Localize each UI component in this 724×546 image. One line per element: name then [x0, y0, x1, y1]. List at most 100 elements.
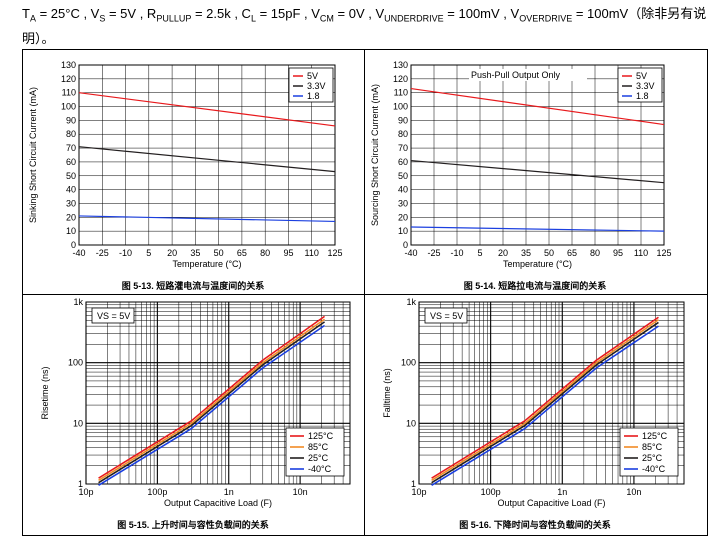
y-tick-label: 10: [66, 226, 76, 236]
legend-label: 125°C: [308, 431, 334, 441]
y-tick-label: 1k: [73, 297, 83, 307]
x-axis-label: Output Capacitive Load (F): [497, 498, 605, 508]
y-tick-label: 100: [393, 102, 408, 112]
header-text: = 25°C , V: [35, 6, 100, 21]
x-tick-label: -10: [119, 248, 132, 258]
legend-label: 85°C: [642, 442, 663, 452]
y-tick-label: 30: [398, 198, 408, 208]
series-line-3.3V: [410, 159, 665, 184]
plot-frame: [78, 64, 336, 246]
series-line-5V: [410, 87, 665, 126]
series-line-125°C: [431, 316, 659, 479]
y-tick-label: 130: [61, 60, 76, 70]
y-tick-label: 130: [393, 60, 408, 70]
y-tick-label: 60: [66, 157, 76, 167]
plot-frame: [85, 301, 351, 485]
x-tick-label: 65: [237, 248, 247, 258]
y-tick-label: 20: [66, 212, 76, 222]
risetime-chart: 10p 100p 1n 10n 1 10 100 1k Output Capacitive Lo…: [40, 297, 351, 508]
x-tick-label: 5: [146, 248, 151, 258]
figure-caption: 图 5-13. 短路灌电流与温度间的关系: [121, 281, 265, 291]
y-tick-label: 60: [398, 157, 408, 167]
conditions-header: TA = 25°C , VS = 5V , RPULLUP = 2.5k , C…: [22, 4, 712, 48]
series-line-1.8: [410, 226, 665, 232]
y-tick-label: 110: [394, 88, 408, 98]
header-text: = 100mV（除非另有说明）。: [22, 6, 707, 46]
y-tick-label: 0: [403, 240, 408, 250]
legend-label: 5V: [307, 71, 318, 81]
y-tick-label: 50: [66, 171, 76, 181]
y-tick-label: 80: [66, 129, 76, 139]
chart-annotation: VS = 5V: [97, 311, 130, 321]
x-tick-label: 95: [613, 248, 623, 258]
header-sub: UNDERDRIVE: [384, 13, 444, 24]
figure-grid: [22, 49, 708, 536]
y-tick-label: 1: [78, 479, 83, 489]
y-tick-label: 0: [71, 240, 76, 250]
header-sub: A: [29, 13, 36, 24]
y-tick-label: 90: [66, 115, 76, 125]
legend-label: 1.8: [636, 91, 649, 101]
x-tick-label: 95: [283, 248, 293, 258]
x-tick-label: 35: [521, 248, 531, 258]
y-tick-label: 40: [398, 185, 408, 195]
y-axis-label: Falltime (ns): [382, 368, 392, 418]
figure-caption: 图 5-15. 上升时间与容性负载间的关系: [117, 520, 269, 530]
figure-caption: 图 5-14. 短路拉电流与温度间的关系: [463, 281, 607, 291]
y-tick-label: 10: [73, 418, 83, 428]
y-tick-label: 120: [61, 74, 76, 84]
header-text: = 5V , R: [105, 6, 157, 21]
x-tick-label: 100p: [481, 487, 501, 497]
series-line--40°C: [431, 325, 659, 487]
annotation-box: [424, 307, 468, 324]
legend-label: 3.3V: [636, 81, 655, 91]
x-tick-label: 110: [305, 248, 319, 258]
plot-frame: [418, 301, 685, 485]
series-line-85°C: [431, 319, 659, 482]
y-tick-label: 110: [62, 88, 76, 98]
legend-label: 1.8: [307, 91, 320, 101]
grid-divider: [23, 294, 707, 295]
series-line--40°C: [98, 324, 326, 487]
y-tick-label: 120: [393, 74, 408, 84]
x-tick-label: 100p: [147, 487, 167, 497]
figure-caption: 图 5-16. 下降时间与容性负载间的关系: [459, 520, 611, 530]
x-axis-label: Temperature (°C): [172, 259, 241, 269]
header-sub: OVERDRIVE: [519, 13, 573, 24]
series-line-25°C: [431, 321, 659, 484]
y-tick-label: 70: [398, 143, 408, 153]
legend-label: 5V: [636, 71, 647, 81]
x-tick-label: 10p: [78, 487, 93, 497]
x-tick-label: 1n: [557, 487, 567, 497]
x-tick-label: 10n: [293, 487, 308, 497]
x-axis-label: Temperature (°C): [503, 259, 572, 269]
legend-label: 85°C: [308, 442, 329, 452]
x-tick-label: 10n: [626, 487, 641, 497]
x-tick-label: 125: [656, 248, 671, 258]
sinking-current-chart: -40 -25 -10 5 20 35 50 65 80 95 110 125 0 10 20 30 40 50 6…: [28, 60, 343, 269]
y-tick-label: 70: [66, 143, 76, 153]
grid-divider: [364, 50, 365, 535]
header-sub: L: [250, 13, 256, 24]
x-tick-label: 50: [214, 248, 224, 258]
x-tick-label: 1n: [224, 487, 234, 497]
y-axis-label: Risetime (ns): [40, 366, 50, 419]
y-tick-label: 10: [398, 226, 408, 236]
header-sub: S: [99, 13, 106, 24]
y-axis-label: Sourcing Short Circuit Current (mA): [370, 84, 380, 226]
y-tick-label: 1: [411, 479, 416, 489]
chart-annotation: Push-Pull Output Only: [471, 70, 561, 80]
legend-label: -40°C: [642, 464, 666, 474]
header-text: = 0V , V: [333, 6, 385, 21]
y-tick-label: 100: [68, 358, 83, 368]
y-tick-label: 1k: [406, 297, 416, 307]
chart-annotation: VS = 5V: [430, 311, 463, 321]
legend-label: 125°C: [642, 431, 668, 441]
x-tick-label: 10p: [411, 487, 426, 497]
plot-frame: [410, 64, 665, 246]
x-axis-label: Output Capacitive Load (F): [164, 498, 272, 508]
legend-label: 25°C: [308, 453, 329, 463]
legend-label: 25°C: [642, 453, 663, 463]
x-tick-label: 20: [167, 248, 177, 258]
x-tick-label: 5: [477, 248, 482, 258]
